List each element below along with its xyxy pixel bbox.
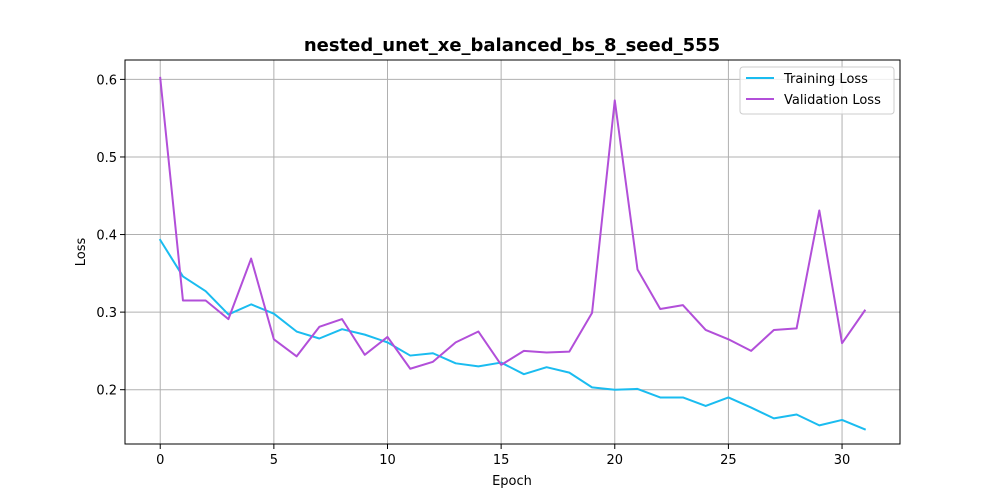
chart-title: nested_unet_xe_balanced_bs_8_seed_555 [304,35,720,56]
legend-label-validation: Validation Loss [784,93,881,108]
y-tick-label: 0.3 [96,306,117,321]
x-axis-ticks: 0 5 10 15 20 25 30 [156,444,850,468]
legend-label-training: Training Loss [783,72,868,87]
y-axis-label: Loss [74,238,89,267]
y-tick-label: 0.2 [96,384,117,399]
x-tick-label: 5 [270,453,278,468]
y-tick-label: 0.4 [96,229,117,244]
x-tick-label: 0 [156,453,164,468]
series-lines [158,76,867,431]
x-tick-label: 30 [834,453,851,468]
series-line-validation-loss [159,76,867,370]
grid [125,60,900,444]
y-tick-label: 0.5 [96,151,117,166]
y-axis-ticks: 0.2 0.3 0.4 0.5 0.6 [96,73,125,399]
series-line-training-loss [158,238,867,431]
plot-area-frame [124,59,901,445]
x-tick-label: 15 [493,453,510,468]
x-axis-label: Epoch [492,474,532,489]
legend-box [739,66,895,115]
y-tick-label: 0.6 [96,73,117,88]
legend: Training Loss Validation Loss [739,66,895,115]
x-tick-label: 20 [606,453,623,468]
x-tick-label: 25 [720,453,737,468]
x-tick-label: 10 [379,453,396,468]
